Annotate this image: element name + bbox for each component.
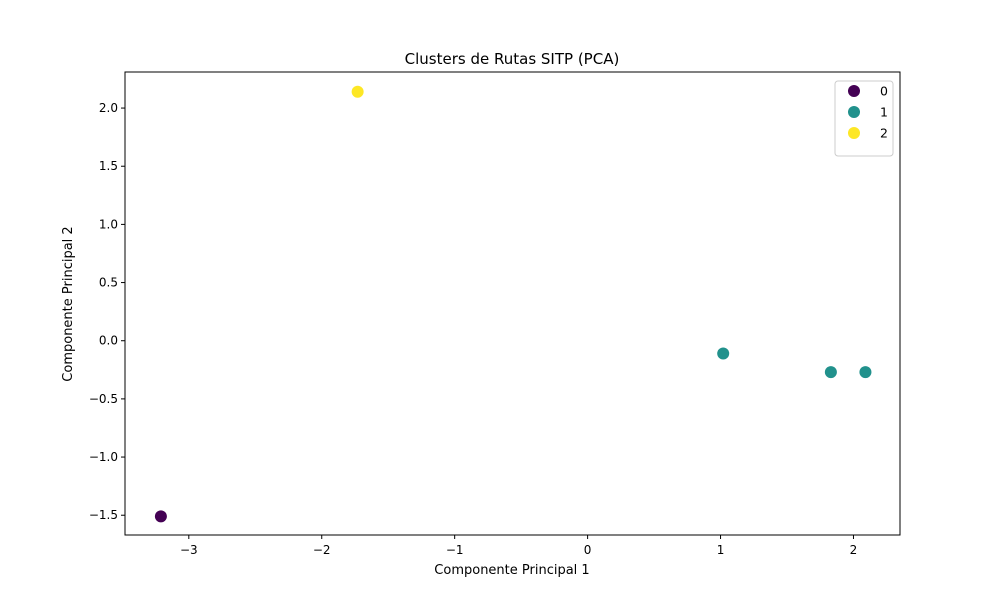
y-tick-label: 2.0 (99, 101, 118, 115)
data-points (154, 85, 872, 523)
chart-title: Clusters de Rutas SITP (PCA) (405, 50, 620, 68)
y-tick-label: 0.0 (99, 334, 118, 348)
data-point-cluster-1 (824, 366, 837, 379)
legend-entry-label: 2 (880, 126, 888, 141)
y-axis-label: Componente Principal 2 (61, 226, 76, 381)
legend-entry-label: 1 (880, 105, 888, 120)
x-tick-label: −1 (446, 543, 464, 557)
y-tick-label: −0.5 (89, 392, 118, 406)
y-axis: −1.5 −1.0 −0.5 0.0 0.5 1.0 1.5 2.0 (89, 101, 125, 522)
data-point-cluster-1 (859, 366, 872, 379)
legend-box (834, 80, 894, 157)
y-tick-label: 1.5 (99, 159, 118, 173)
x-axis-label: Componente Principal 1 (434, 563, 589, 578)
y-tick-label: −1.5 (89, 508, 118, 522)
data-point-cluster-2 (351, 85, 364, 98)
legend-entry-label: 0 (880, 84, 888, 99)
legend-marker (848, 127, 860, 139)
x-tick-label: 2 (850, 543, 858, 557)
x-tick-label: 1 (717, 543, 725, 557)
legend: 0 1 2 (834, 80, 894, 157)
y-tick-label: 0.5 (99, 276, 118, 290)
y-tick-label: 1.0 (99, 217, 118, 231)
x-axis: −3 −2 −1 0 1 2 (180, 535, 857, 557)
y-tick-label: −1.0 (89, 450, 118, 464)
data-point-cluster-0 (154, 510, 167, 523)
x-tick-label: −3 (180, 543, 198, 557)
x-tick-label: 0 (584, 543, 592, 557)
legend-marker (848, 106, 860, 118)
legend-marker (848, 85, 860, 97)
x-tick-label: −2 (313, 543, 331, 557)
data-point-cluster-1 (717, 347, 730, 360)
plot-frame (124, 71, 901, 536)
